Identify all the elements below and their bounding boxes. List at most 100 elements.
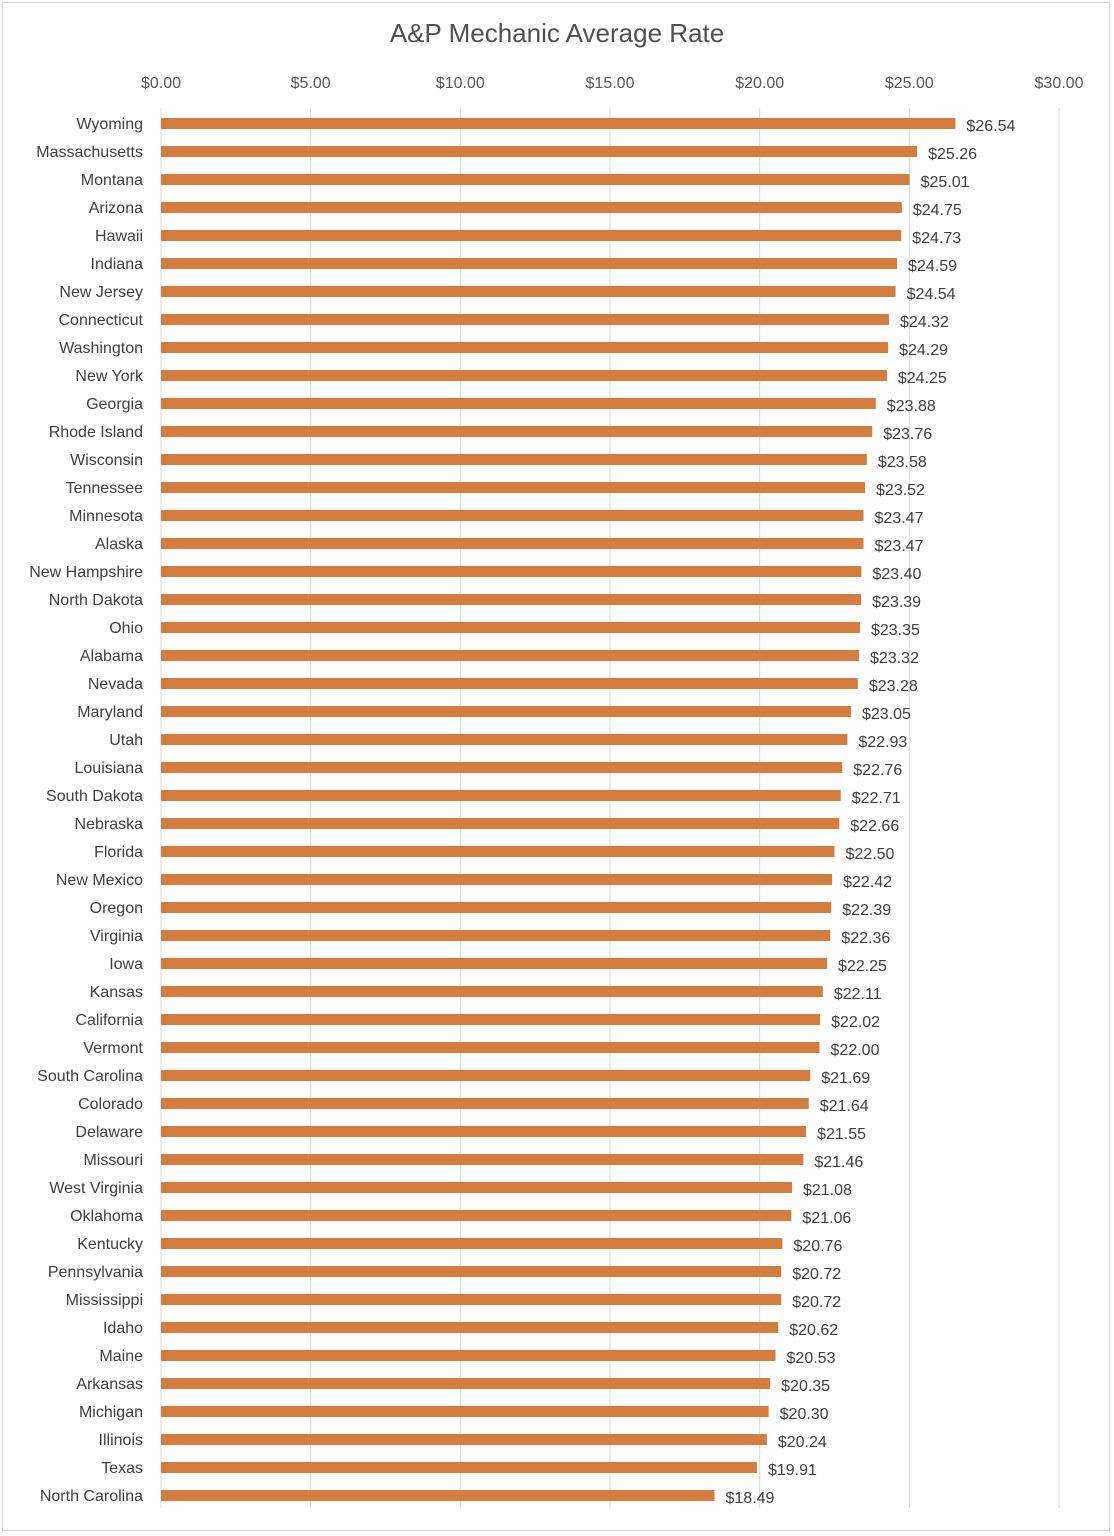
x-tick-label: $20.00 [735, 75, 784, 92]
bar [161, 1294, 782, 1305]
data-label: $22.50 [846, 846, 895, 863]
bar [161, 426, 873, 437]
data-label: $22.02 [831, 1014, 880, 1031]
category-label: Ohio [109, 620, 143, 637]
x-tick-label: $15.00 [586, 75, 635, 92]
category-label: New York [75, 368, 144, 385]
bar [161, 1266, 782, 1277]
data-label: $21.06 [802, 1210, 851, 1227]
category-label: Colorado [78, 1096, 143, 1113]
bar [161, 1126, 807, 1137]
category-label: Oklahoma [70, 1208, 143, 1225]
category-label: Minnesota [69, 508, 143, 525]
bar [161, 454, 867, 465]
bar [161, 818, 840, 829]
bar [161, 202, 902, 213]
bar [161, 1042, 820, 1053]
bar [161, 902, 832, 913]
bar [161, 1490, 715, 1501]
bar [161, 1238, 783, 1249]
data-label: $21.08 [803, 1182, 852, 1199]
x-tick-label: $30.00 [1035, 75, 1084, 92]
data-label: $25.26 [928, 146, 977, 163]
x-tick-label: $10.00 [436, 75, 485, 92]
category-label: Georgia [86, 396, 143, 413]
category-label: Kentucky [77, 1236, 143, 1253]
data-label: $20.76 [793, 1238, 842, 1255]
category-label: Hawaii [95, 228, 143, 245]
x-tick-label: $0.00 [141, 75, 181, 92]
bar [161, 706, 851, 717]
data-label: $23.40 [872, 566, 921, 583]
category-label: Illinois [99, 1432, 143, 1449]
data-label: $24.73 [912, 230, 961, 247]
data-label: $20.53 [787, 1350, 836, 1367]
bar [161, 482, 866, 493]
category-label: West Virginia [49, 1180, 143, 1197]
bar [161, 958, 828, 969]
category-label: Utah [109, 732, 143, 749]
bar [161, 118, 956, 129]
bar [161, 790, 841, 801]
data-label: $21.55 [817, 1126, 866, 1143]
category-label: Nevada [88, 676, 143, 693]
category-label: North Dakota [49, 592, 143, 609]
category-label: Alabama [80, 648, 143, 665]
bar [161, 566, 862, 577]
bar [161, 1014, 821, 1025]
data-label: $23.88 [887, 398, 936, 415]
category-label: Vermont [83, 1040, 143, 1057]
data-label: $24.75 [913, 202, 962, 219]
data-label: $18.49 [725, 1490, 774, 1507]
bar [161, 594, 862, 605]
bar [161, 286, 896, 297]
bar [161, 1210, 792, 1221]
category-label: Kansas [90, 984, 143, 1001]
category-label: Idaho [103, 1320, 143, 1337]
data-label: $23.35 [871, 622, 920, 639]
category-label: Montana [81, 172, 143, 189]
data-label: $22.39 [842, 902, 891, 919]
data-label: $24.32 [900, 314, 949, 331]
data-label: $21.46 [814, 1154, 863, 1171]
data-label: $22.25 [838, 958, 887, 975]
bar [161, 1098, 809, 1109]
bar [161, 1350, 776, 1361]
bar [161, 762, 843, 773]
bar [161, 678, 858, 689]
category-label: Mississippi [66, 1292, 143, 1309]
category-label: Maryland [77, 704, 143, 721]
data-label: $22.11 [834, 986, 882, 1003]
data-label: $20.24 [778, 1434, 827, 1451]
data-label: $20.62 [789, 1322, 838, 1339]
data-label: $22.93 [858, 734, 907, 751]
bar [161, 146, 918, 157]
data-label: $26.54 [966, 118, 1015, 135]
data-label: $21.69 [821, 1070, 870, 1087]
category-label: New Jersey [59, 284, 143, 301]
data-label: $22.71 [852, 790, 901, 807]
bar [161, 986, 823, 997]
category-label: Oregon [90, 900, 143, 917]
bar [161, 1406, 769, 1417]
bar [161, 538, 864, 549]
category-label: Arizona [89, 200, 143, 217]
category-label: South Carolina [37, 1068, 143, 1085]
data-label: $22.00 [831, 1042, 880, 1059]
bar [161, 510, 864, 521]
data-label: $23.28 [869, 678, 918, 695]
data-label: $24.59 [908, 258, 957, 275]
category-label: Rhode Island [49, 424, 143, 441]
data-label: $19.91 [768, 1462, 817, 1479]
category-label: Washington [59, 340, 143, 357]
x-tick-label: $5.00 [291, 75, 331, 92]
category-label: Wyoming [76, 116, 143, 133]
category-label: Texas [101, 1460, 143, 1477]
data-label: $23.76 [883, 426, 932, 443]
bar [161, 846, 835, 857]
category-label: Nebraska [75, 816, 144, 833]
bar [161, 398, 876, 409]
data-label: $23.58 [878, 454, 927, 471]
data-label: $22.42 [843, 874, 892, 891]
